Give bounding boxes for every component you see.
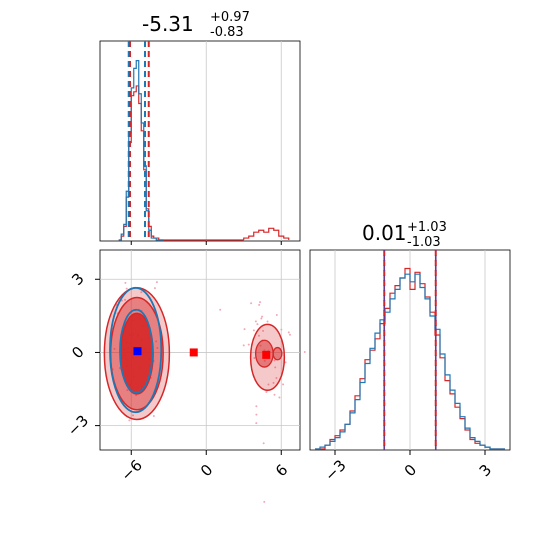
- p2d-scatter-point: [287, 331, 290, 334]
- p2d-scatter-point: [255, 413, 258, 416]
- p2d-scatter-point: [284, 361, 287, 364]
- p2d-scatter-point: [255, 405, 258, 408]
- p2d-contour-blue-inner: [119, 308, 154, 394]
- p2d-scatter-point: [267, 383, 270, 386]
- p0-hist-blue: [118, 60, 164, 241]
- p2d-scatter-point: [303, 351, 306, 354]
- p2d-ytick-label-0: −3: [64, 411, 92, 439]
- p2d-scatter-point: [263, 500, 266, 503]
- p2d-scatter-point: [272, 381, 275, 384]
- p2d-scatter-point: [124, 298, 127, 301]
- p2d-contour-blue-outer: [109, 286, 163, 414]
- p0-hist-grid: [205, 41, 282, 241]
- p2d-scatter-point: [155, 340, 158, 343]
- p2d-xtick-label-0: −6: [118, 456, 146, 484]
- p0-hist-series: [118, 60, 290, 241]
- p1-ticks: −3 0 3: [321, 450, 495, 485]
- param-0-title-value: -5.31: [142, 12, 194, 36]
- p2d-scatter-point: [243, 328, 246, 331]
- p2d-marker-2: [262, 350, 271, 359]
- p2d-scatter-point: [260, 317, 263, 320]
- param-0-title-minus: -0.83: [210, 25, 244, 40]
- p2d-scatter-point: [275, 377, 278, 380]
- p2d-scatter-point: [140, 291, 143, 294]
- p2d-ytick-label-2: 3: [68, 270, 87, 289]
- p0-hist-quantiles: [127, 41, 150, 241]
- p2d-xtick-label-2: 6: [272, 461, 291, 480]
- param-1-title-value: 0.01: [362, 221, 407, 245]
- p0-hist-red-secondary: [243, 227, 290, 240]
- p2d-scatter-point: [282, 383, 285, 386]
- p2d-scatter-point: [135, 394, 138, 397]
- p2d-scatter-point: [247, 343, 250, 346]
- p2d-scatter-point: [280, 328, 283, 331]
- param-0-title-plus: +0.97: [210, 10, 250, 25]
- p2d-scatter-point: [125, 287, 128, 290]
- p2d-scatter-point: [250, 302, 253, 305]
- p1-hist-blue: [315, 273, 505, 450]
- p1-xtick-label-2: 3: [476, 461, 495, 480]
- p2d-scatter-point: [255, 422, 258, 425]
- panel-p0-hist-frame: [99, 40, 301, 242]
- p2d-scatter-point: [128, 419, 131, 422]
- p2d-scatter-point: [275, 314, 278, 317]
- p2d-scatter-point: [132, 414, 135, 417]
- p2d-scatter-point: [126, 389, 129, 392]
- param-1-title-minus: -1.03: [407, 235, 441, 250]
- p2d-scatter-point: [265, 390, 268, 393]
- p2d-scatter-point: [261, 315, 264, 318]
- p1-xtick-label-1: 0: [401, 461, 420, 480]
- p2d-scatter-point: [253, 356, 256, 359]
- p2d-scatter-point: [152, 415, 155, 418]
- p2d-marker-1: [189, 348, 198, 357]
- p2d-scatter-point: [278, 396, 281, 399]
- param-1-title-plus: +1.03: [407, 220, 447, 235]
- p2d-scatter-point: [124, 281, 127, 284]
- p2d-xtick-label-1: 0: [197, 461, 216, 480]
- p1-xtick-label-0: −3: [321, 456, 349, 484]
- p2d-scatter-point: [120, 299, 123, 302]
- p2d-scatter-point: [219, 308, 222, 311]
- panel-2d-frame: [99, 249, 301, 451]
- p2d-contour-red2-small: [272, 346, 283, 361]
- p2d-scatter-point: [273, 359, 276, 362]
- p2d-scatter-point: [256, 323, 259, 326]
- p2d-scatter-point: [252, 329, 255, 332]
- p2d-markers: [133, 347, 271, 359]
- param-1-title: 0.01 +1.03 -1.03: [362, 220, 447, 250]
- p2d-scatter-point: [266, 320, 269, 323]
- p1-hist-quantiles: [383, 250, 437, 450]
- p2d-scatter-point: [113, 347, 116, 350]
- p2d-scatter-point: [242, 344, 245, 347]
- p2d-marker-0: [133, 347, 142, 356]
- p2d-scatter-point: [259, 301, 262, 304]
- p2d-scatter-point: [153, 287, 156, 290]
- p2d-scatter-point: [262, 442, 265, 445]
- p2d-scatter-point: [262, 329, 265, 332]
- param-0-title: -5.31 +0.97 -0.83: [142, 10, 250, 40]
- p2d-scatter-point: [257, 334, 260, 337]
- p2d-scatter-point: [258, 303, 261, 306]
- p2d-ytick-label-1: 0: [68, 343, 87, 362]
- p1-hist-series: [315, 267, 505, 450]
- p2d-scatter-point: [156, 347, 159, 350]
- p2d-scatter-point: [254, 320, 257, 323]
- p2d-scatter-point: [273, 393, 276, 396]
- p2d-scatter-point: [155, 281, 158, 284]
- p2d-scatter-point: [274, 366, 277, 369]
- p2d-scatter-point: [288, 333, 291, 336]
